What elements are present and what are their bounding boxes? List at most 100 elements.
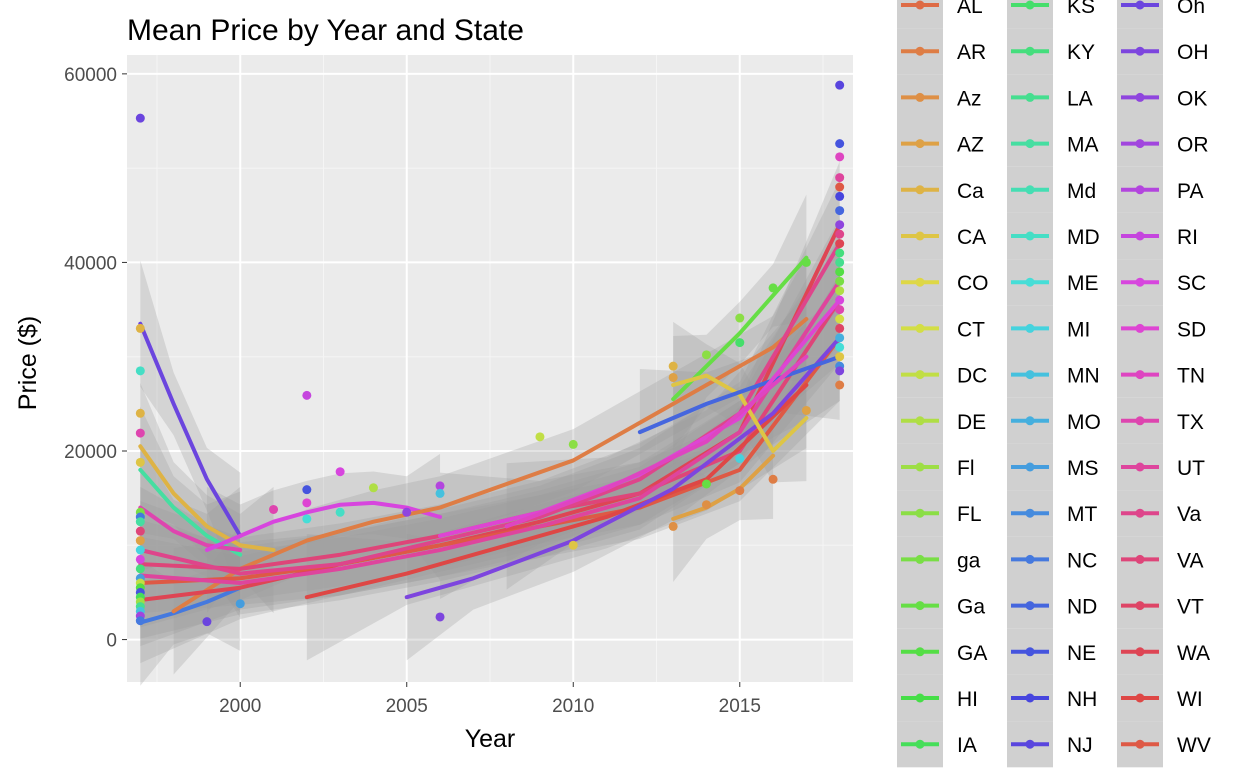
data-point [735, 486, 745, 496]
confidence-band [673, 194, 807, 463]
legend-label: Ga [957, 596, 985, 619]
legend-key-point [1025, 139, 1035, 149]
legend-key-point [1025, 277, 1035, 287]
data-point [801, 257, 811, 267]
data-point [435, 481, 445, 491]
legend-key-point [1025, 231, 1035, 241]
confidence-band [140, 161, 840, 664]
legend-label: MD [1067, 226, 1100, 249]
data-point [835, 333, 845, 343]
legend-key-point [1135, 277, 1145, 287]
data-point [435, 612, 445, 622]
confidence-band [140, 444, 241, 614]
legend-key-point [1135, 601, 1145, 611]
legend-label: Az [957, 87, 982, 110]
x-axis-title: Year [465, 725, 516, 753]
data-point [835, 182, 845, 192]
legend-label: MT [1067, 503, 1097, 526]
legend-label: MS [1067, 457, 1099, 480]
legend-key-point [915, 462, 925, 472]
data-point [835, 239, 845, 249]
data-point [835, 305, 845, 315]
legend-key-point [915, 139, 925, 149]
legend-key-point [1025, 46, 1035, 56]
data-point [135, 366, 145, 376]
legend-key-point [915, 0, 925, 10]
data-point [835, 380, 845, 390]
data-point [835, 248, 845, 258]
legend-label: Md [1067, 180, 1096, 203]
legend-label: GA [957, 642, 987, 665]
data-point [835, 342, 845, 352]
data-point [735, 313, 745, 323]
data-point [135, 428, 145, 438]
confidence-band [440, 236, 840, 600]
data-point [835, 366, 845, 376]
legend-key-point [915, 647, 925, 657]
legend-label: VA [1177, 549, 1203, 572]
legend-label: KY [1067, 41, 1095, 64]
legend-key-point [1135, 462, 1145, 472]
data-point [135, 545, 145, 555]
legend-label: CO [957, 272, 989, 295]
smooth-line [138, 321, 243, 538]
confidence-band [673, 392, 774, 583]
data-point [135, 526, 145, 536]
data-point [835, 152, 845, 162]
legend-key-point [1025, 647, 1035, 657]
data-point [402, 507, 412, 517]
data-point [435, 488, 445, 498]
data-point [668, 361, 678, 371]
x-tick-label: 2000 [219, 696, 261, 717]
data-point [835, 220, 845, 230]
data-point [302, 498, 312, 508]
legend-label: NE [1067, 642, 1096, 665]
data-point [135, 457, 145, 467]
legend-label: RI [1177, 226, 1198, 249]
grid-lines [127, 55, 853, 682]
legend-label: UT [1177, 457, 1205, 480]
legend-key-point [1025, 462, 1035, 472]
legend-label: TX [1177, 411, 1204, 434]
legend-key-point [915, 370, 925, 380]
data-point [835, 323, 845, 333]
data-point [335, 507, 345, 517]
data-point [835, 191, 845, 201]
smooth-line [138, 444, 276, 552]
legend-key-point [915, 185, 925, 195]
data-points [135, 80, 845, 627]
data-point [135, 554, 145, 564]
smooth-line [637, 354, 842, 435]
data-point [835, 173, 845, 183]
legend-label: DC [957, 365, 987, 388]
legend-label: HI [957, 688, 978, 711]
legend-label: Ca [957, 180, 984, 203]
confidence-band [206, 453, 441, 614]
legend-label: WI [1177, 688, 1203, 711]
data-point [801, 405, 811, 415]
x-tick-label: 2015 [719, 696, 761, 717]
smooth-line [404, 335, 842, 600]
legend-key-point [915, 508, 925, 518]
legend-label: AZ [957, 134, 984, 157]
data-point [835, 267, 845, 277]
confidence-band [140, 524, 241, 686]
legend-key-point [1135, 46, 1145, 56]
legend-key-point [1135, 139, 1145, 149]
legend-key-point [1135, 0, 1145, 10]
legend-key-point [1135, 231, 1145, 241]
smooth-line [138, 241, 842, 576]
smooth-line [671, 373, 809, 453]
data-point [668, 521, 678, 531]
confidence-band [673, 321, 807, 483]
legend-key-point [915, 323, 925, 333]
data-point [568, 439, 578, 449]
legend-key-point [915, 46, 925, 56]
data-point [135, 408, 145, 418]
data-point [668, 372, 678, 382]
confidence-band [140, 218, 840, 639]
smooth-line [138, 335, 842, 585]
legend-label: AR [957, 41, 986, 64]
data-point [835, 314, 845, 324]
